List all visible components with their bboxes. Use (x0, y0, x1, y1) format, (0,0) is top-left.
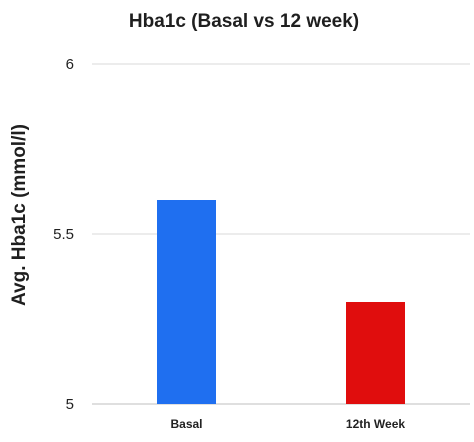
x-tick-label: Basal (170, 417, 202, 431)
y-tick-label: 6 (66, 56, 74, 73)
y-tick-label: 5 (66, 396, 74, 413)
y-tick-label: 5.5 (53, 226, 74, 243)
bar-basal (157, 200, 216, 404)
gridlines (92, 63, 470, 405)
bar-12th-week (346, 302, 405, 404)
x-tick-label: 12th Week (346, 417, 405, 431)
tick-labels: 5 5.5 6 Basal 12th Week (53, 56, 405, 431)
y-axis-label: Avg. Hba1c (mmol/l) (9, 124, 30, 306)
bars (157, 200, 405, 404)
chart-title: Hba1c (Basal vs 12 week) (129, 11, 359, 32)
